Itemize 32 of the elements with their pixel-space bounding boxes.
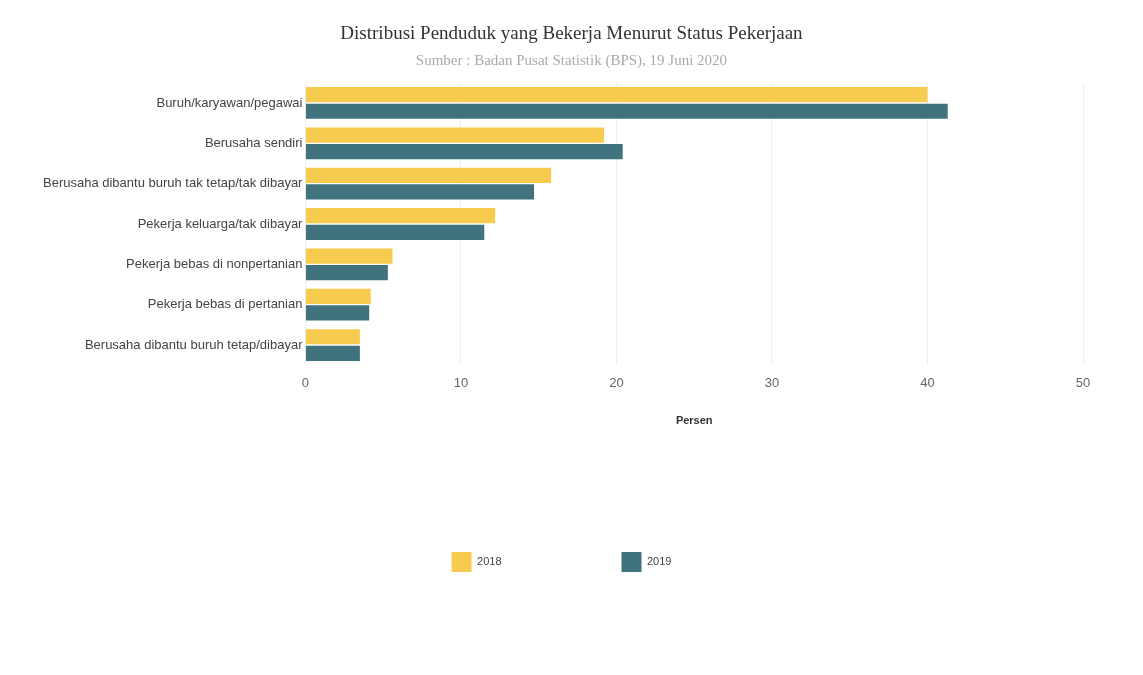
bar: [305, 143, 623, 160]
bar: [305, 167, 552, 183]
legend-label: 2019: [647, 555, 672, 568]
y-tick-label: Pekerja keluarga/tak dibayar: [137, 215, 304, 231]
x-tick-label: 0: [301, 374, 310, 390]
bar: [305, 288, 371, 305]
chart-subtitle: Sumber : Badan Pusat Statistik (BPS), 19 Juni 2020: [414, 52, 729, 69]
bar: [305, 248, 393, 264]
bar: [305, 103, 948, 119]
x-axis-title: Persen: [675, 414, 713, 427]
x-tick-label: 20: [609, 374, 624, 390]
y-tick-label: Pekerja bebas di nonpertanian: [126, 255, 303, 271]
bar: [305, 305, 370, 321]
bar: [305, 329, 360, 345]
legend-label: 2018: [477, 555, 502, 568]
chart-title: Distribusi Penduduk yang Bekerja Menurut Status Pekerjaan: [339, 22, 804, 44]
bar: [305, 265, 388, 281]
y-tick-label: Berusaha dibantu buruh tetap/dibayar: [84, 336, 304, 352]
bar: [305, 345, 360, 361]
y-tick-label: Pekerja bebas di pertanian: [147, 296, 303, 312]
y-tick-label: Berusaha sendiri: [204, 134, 303, 150]
x-tick-label: 50: [1075, 374, 1091, 390]
bar: [305, 208, 496, 224]
bar: [305, 224, 485, 240]
x-tick-label: 10: [453, 374, 469, 390]
y-tick-label: Buruh/karyawan/pegawai: [156, 94, 303, 110]
y-tick-label: Berusaha dibantu buruh tak tetap/tak dibayar: [42, 175, 304, 191]
bar: [305, 184, 535, 200]
bar: [305, 127, 605, 143]
x-tick-label: 40: [920, 374, 935, 390]
x-tick-label: 30: [764, 374, 780, 390]
bar: [305, 87, 928, 103]
